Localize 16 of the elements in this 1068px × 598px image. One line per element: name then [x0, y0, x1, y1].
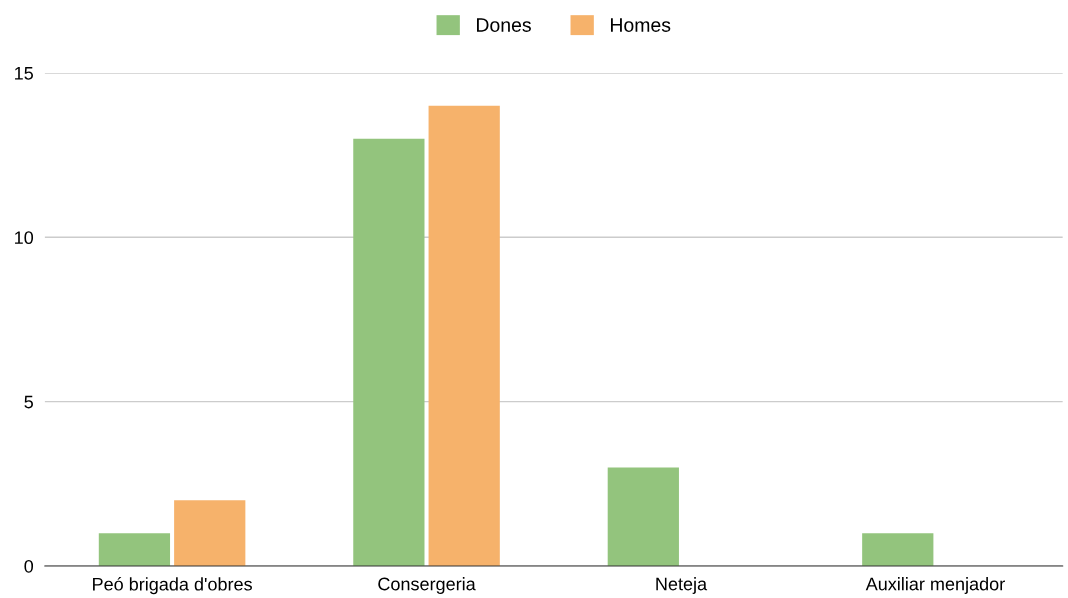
bar	[607, 467, 679, 567]
bar	[862, 533, 934, 567]
y-tick-label: 15	[15, 67, 33, 80]
bar	[353, 138, 425, 567]
legend-label: Dones	[477, 18, 531, 32]
bar	[428, 105, 500, 567]
x-tick-label: Neteja	[656, 577, 708, 594]
y-tick-label: 5	[24, 395, 33, 409]
legend-label: Homes	[610, 18, 671, 32]
x-tick-label: Consergeria	[378, 577, 476, 594]
y-tick-label: 10	[15, 231, 34, 245]
x-tick-label: Peó brigada d'obres	[93, 577, 252, 595]
y-tick-label: 0	[24, 559, 34, 573]
x-tick-label: Auxiliar menjador	[865, 577, 1005, 594]
bar	[174, 500, 246, 567]
bar	[98, 533, 171, 567]
